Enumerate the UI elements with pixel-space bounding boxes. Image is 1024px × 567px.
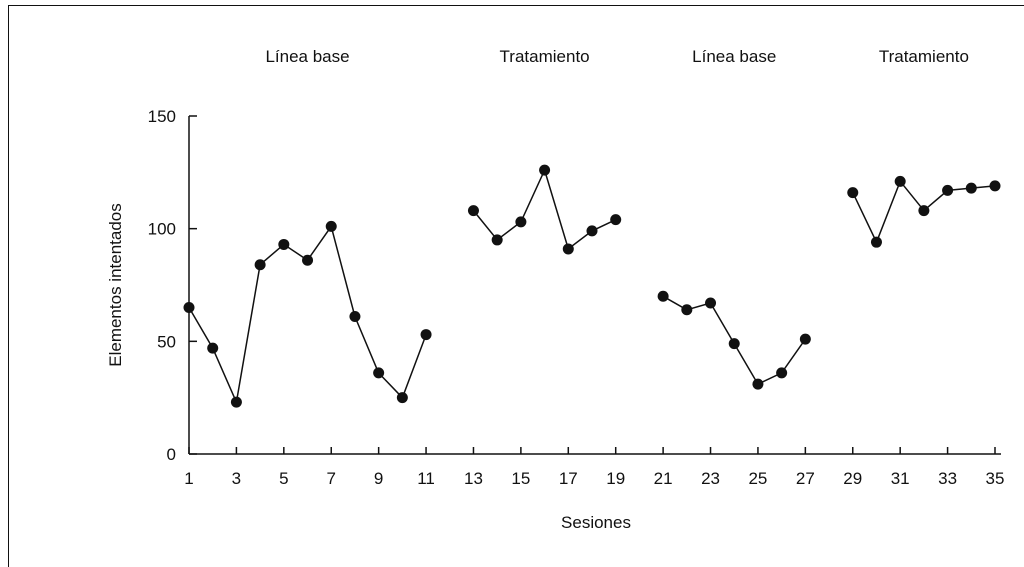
data-point: [278, 238, 290, 250]
data-point: [515, 216, 527, 228]
data-point: [467, 205, 479, 217]
x-tick-label: 19: [606, 469, 625, 488]
phase-series: [847, 175, 1001, 248]
x-tick-label: 29: [843, 469, 862, 488]
data-point: [183, 302, 195, 314]
data-point: [776, 367, 788, 379]
x-tick-label: 5: [279, 469, 288, 488]
data-point: [965, 182, 977, 194]
data-point: [942, 184, 954, 196]
x-ticks: 1 3 5 7 9 11 13 15 17 19 21 23 25 27 29 31 33 35: [184, 447, 1004, 488]
x-tick-label: 25: [748, 469, 767, 488]
axes: [188, 116, 1001, 455]
x-tick-label: 33: [938, 469, 957, 488]
data-point: [989, 180, 1001, 192]
x-tick-label: 21: [654, 469, 673, 488]
phase-series: [657, 290, 811, 390]
data-point: [562, 243, 574, 255]
data-point: [302, 254, 314, 266]
chart-frame: [8, 5, 1024, 567]
data-point: [539, 164, 551, 176]
series-line: [188, 224, 427, 405]
data-point: [705, 297, 717, 309]
phase-series: [183, 220, 432, 408]
y-ticks: 0 50 100 150: [148, 107, 197, 464]
data-point: [373, 367, 385, 379]
x-tick-label: 13: [464, 469, 483, 488]
phase-label: Línea base: [265, 47, 349, 66]
x-tick-label: 3: [232, 469, 241, 488]
data-point: [325, 220, 337, 232]
data-point: [870, 236, 882, 248]
data-point: [420, 329, 432, 341]
data-point: [847, 187, 859, 199]
data-point: [799, 333, 811, 345]
x-tick-label: 31: [891, 469, 910, 488]
data-point: [254, 259, 266, 271]
y-axis-title: Elementos intentados: [106, 203, 125, 367]
phase-series: [467, 164, 622, 255]
x-tick-label: 15: [511, 469, 530, 488]
phase-label: Línea base: [692, 47, 776, 66]
series: [183, 164, 1001, 408]
y-tick-label: 50: [157, 332, 176, 351]
data-point: [586, 225, 598, 237]
x-tick-label: 35: [986, 469, 1005, 488]
data-point: [728, 338, 740, 350]
x-axis-title: Sesiones: [561, 513, 631, 532]
data-point: [681, 304, 693, 316]
x-tick-label: 17: [559, 469, 578, 488]
data-point: [610, 214, 622, 226]
y-tick-label: 0: [167, 445, 176, 464]
y-tick-label: 100: [148, 220, 176, 239]
phase-label: Tratamiento: [500, 47, 590, 66]
data-point: [349, 311, 361, 323]
data-point: [207, 342, 219, 354]
x-tick-label: 23: [701, 469, 720, 488]
data-point: [752, 378, 764, 390]
phase-label: Tratamiento: [879, 47, 969, 66]
x-tick-label: 27: [796, 469, 815, 488]
x-tick-label: 9: [374, 469, 383, 488]
data-point: [657, 290, 669, 302]
data-point: [491, 234, 503, 246]
phase-labels: Línea base Tratamiento Línea base Tratamien…: [265, 47, 968, 66]
x-tick-label: 1: [184, 469, 193, 488]
data-point: [230, 396, 242, 408]
x-tick-label: 7: [327, 469, 336, 488]
data-point: [918, 205, 930, 217]
data-point: [396, 392, 408, 404]
data-point: [894, 175, 906, 187]
y-tick-label: 150: [148, 107, 176, 126]
x-tick-label: 11: [417, 469, 435, 488]
